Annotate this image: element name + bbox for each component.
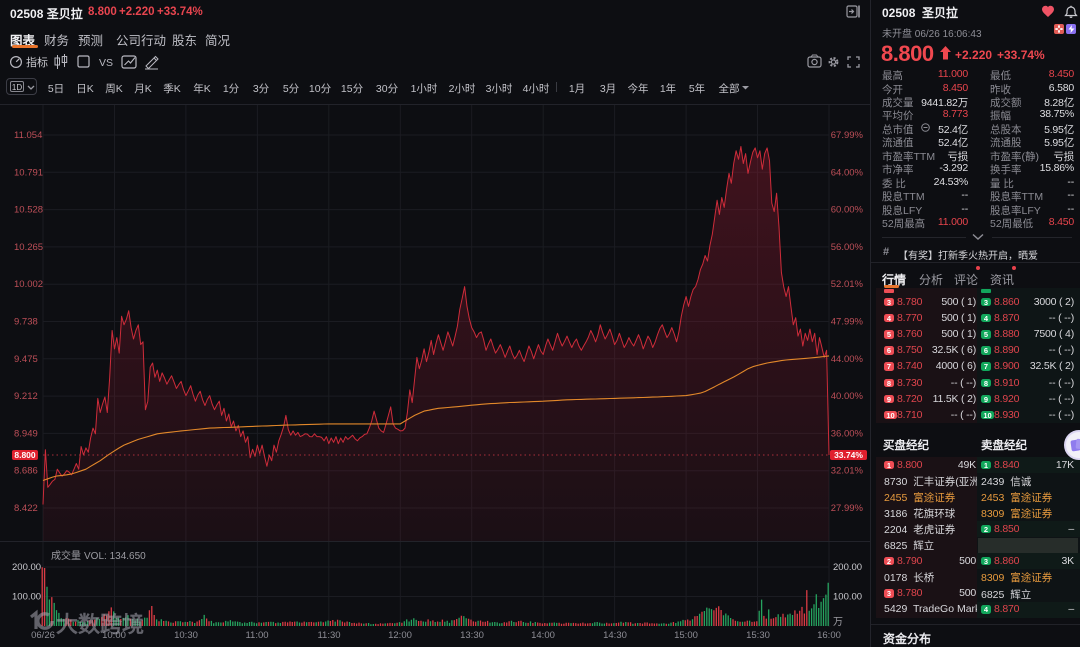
svg-text:指标: 指标 — [26, 55, 48, 69]
svg-text:47.99%: 47.99% — [831, 317, 864, 328]
svg-text:8.422: 8.422 — [14, 503, 38, 514]
svg-text:11.054: 11.054 — [14, 130, 42, 141]
svg-text:67.99%: 67.99% — [831, 130, 864, 141]
svg-text:9.738: 9.738 — [14, 317, 38, 328]
svg-text:60.00%: 60.00% — [831, 205, 864, 216]
svg-text:100.00: 100.00 — [12, 592, 41, 603]
svg-text:VOL: 134.650: VOL: 134.650 — [84, 551, 146, 562]
svg-text:40.00%: 40.00% — [831, 391, 864, 402]
svg-text:12:00: 12:00 — [388, 630, 412, 641]
svg-text:10.002: 10.002 — [14, 279, 43, 290]
svg-text:27.99%: 27.99% — [831, 503, 864, 514]
svg-text:33.74%: 33.74% — [834, 450, 863, 460]
svg-text:52.01%: 52.01% — [831, 279, 864, 290]
svg-text:44.00%: 44.00% — [831, 354, 864, 365]
svg-text:VS: VS — [99, 57, 113, 69]
svg-text:10:00: 10:00 — [102, 630, 126, 641]
svg-text:15:00: 15:00 — [674, 630, 698, 641]
svg-text:14:00: 14:00 — [531, 630, 555, 641]
svg-text:9.475: 9.475 — [14, 354, 38, 365]
svg-text:32.01%: 32.01% — [831, 466, 864, 477]
svg-text:15:30: 15:30 — [746, 630, 770, 641]
svg-text:11:30: 11:30 — [317, 630, 340, 641]
svg-text:10.528: 10.528 — [14, 205, 43, 216]
svg-text:11:00: 11:00 — [245, 630, 268, 641]
svg-text:8.800: 8.800 — [14, 450, 36, 460]
svg-text:9.212: 9.212 — [14, 391, 38, 402]
svg-text:56.00%: 56.00% — [831, 242, 864, 253]
svg-text:13:30: 13:30 — [460, 630, 484, 641]
svg-text:14:30: 14:30 — [603, 630, 627, 641]
svg-text:10.265: 10.265 — [14, 242, 43, 253]
svg-text:8.686: 8.686 — [14, 466, 38, 477]
svg-text:06/26: 06/26 — [31, 630, 55, 641]
svg-text:100.00: 100.00 — [833, 592, 862, 603]
svg-text:万: 万 — [833, 617, 843, 628]
svg-text:大数跨境: 大数跨境 — [56, 612, 144, 637]
svg-text:200.00: 200.00 — [12, 562, 41, 573]
svg-text:16:00: 16:00 — [817, 630, 841, 641]
svg-text:36.00%: 36.00% — [831, 428, 864, 439]
svg-text:64.00%: 64.00% — [831, 167, 864, 178]
svg-text:10.791: 10.791 — [14, 167, 43, 178]
svg-text:成交量: 成交量 — [51, 549, 81, 562]
svg-text:8.949: 8.949 — [14, 428, 38, 439]
svg-text:200.00: 200.00 — [833, 562, 862, 573]
svg-text:10:30: 10:30 — [174, 630, 198, 641]
